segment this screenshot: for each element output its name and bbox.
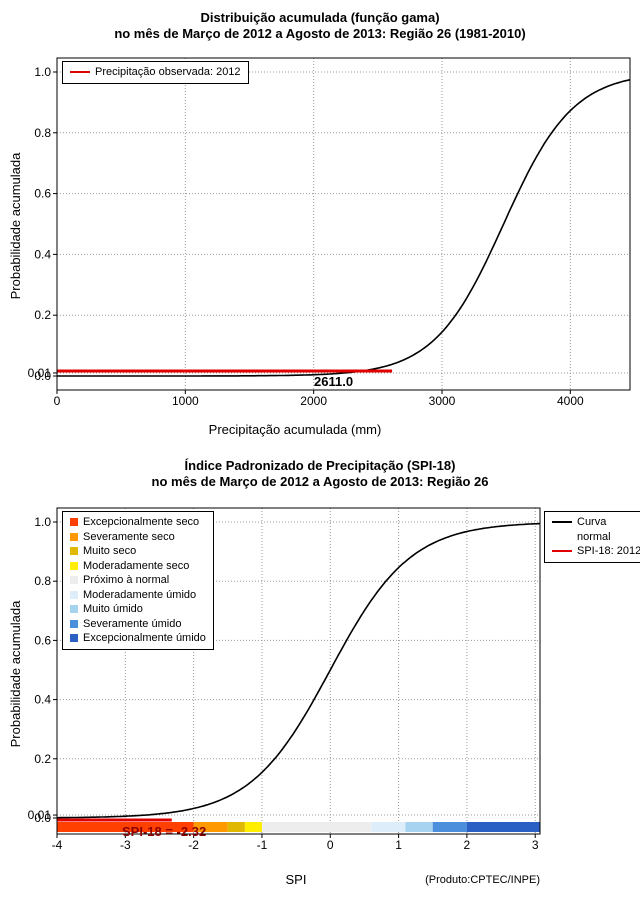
y-tick-label: 0.8 xyxy=(34,126,51,140)
x-tick-label: -1 xyxy=(257,838,268,852)
y-tick-label: 0.01 xyxy=(28,366,52,380)
category-swatch xyxy=(70,561,78,570)
category-label: Muito úmido xyxy=(83,603,143,615)
x-tick-label: 1000 xyxy=(172,394,199,408)
legend-item: Muito úmido xyxy=(70,602,206,617)
y-tick-label: 0.6 xyxy=(34,187,51,201)
category-swatch xyxy=(70,576,78,585)
chart2-subtitle: no mês de Março de 2012 a Agosto de 2013… xyxy=(151,474,489,489)
x-tick-label: 0 xyxy=(54,394,61,408)
curves-legend: Curva normal SPI-18: 2012 xyxy=(544,511,640,563)
category-swatch xyxy=(70,634,78,643)
category-label: Excepcionalmente seco xyxy=(83,516,200,528)
category-swatch xyxy=(70,619,78,628)
y-tick-label: 0.8 xyxy=(34,574,51,588)
spi-category-band xyxy=(227,822,245,832)
category-label: Próximo à normal xyxy=(83,574,170,586)
legend-label: Precipitação observada: 2012 xyxy=(95,66,241,78)
y-tick-label: 0.6 xyxy=(34,633,51,647)
category-label: Excepcionalmente úmido xyxy=(83,632,206,644)
legend-item: Próximo à normal xyxy=(70,573,206,588)
chart2-title: Índice Padronizado de Precipitação (SPI-… xyxy=(184,458,456,473)
observed-value-label: 2611.0 xyxy=(314,374,354,389)
spi-category-band xyxy=(193,822,228,832)
x-tick-label: 2000 xyxy=(300,394,327,408)
x-tick-label: 2 xyxy=(464,838,471,852)
legend-item: Moderadamente úmido xyxy=(70,588,206,603)
spi-category-band xyxy=(432,822,467,832)
legend-item: Curva xyxy=(552,515,640,530)
chart2-x-axis-label: SPI xyxy=(285,872,307,887)
chart1-legend: Precipitação observada: 2012 xyxy=(62,61,249,84)
x-tick-label: -4 xyxy=(52,838,63,852)
y-tick-label: 0.0 xyxy=(34,369,51,383)
spi-category-band xyxy=(57,822,194,832)
plot-border xyxy=(56,507,541,835)
legend-item: Muito seco xyxy=(70,544,206,559)
y-tick-label: 1.0 xyxy=(34,65,51,79)
x-tick-label: 1 xyxy=(395,838,402,852)
y-tick-label: 0.2 xyxy=(34,752,51,766)
category-swatch xyxy=(70,590,78,599)
legend-label: Curva xyxy=(577,516,607,528)
category-swatch xyxy=(70,605,78,614)
legend-item: Severamente seco xyxy=(70,530,206,545)
spi-category-band xyxy=(244,822,262,832)
legend-item: Precipitação observada: 2012 xyxy=(70,65,241,80)
x-tick-label: 0 xyxy=(327,838,334,852)
category-swatch xyxy=(70,518,78,527)
spi-category-band xyxy=(371,822,406,832)
category-label: Moderadamente úmido xyxy=(83,588,197,601)
y-tick-label: 0.2 xyxy=(34,308,51,322)
credit-label: (Produto:CPTEC/INPE) xyxy=(425,874,540,886)
x-tick-label: -2 xyxy=(188,838,199,852)
legend-item: Excepcionalmente úmido xyxy=(70,631,206,646)
x-tick-label: -3 xyxy=(120,838,131,852)
legend-label: normal xyxy=(577,530,611,543)
spi-category-band xyxy=(261,822,372,832)
cdf-curve xyxy=(57,522,541,819)
spi-annotation: SPI-18 = -2.32 xyxy=(122,824,207,839)
legend-line-symbol xyxy=(552,521,572,524)
legend-label: SPI-18: 2012 xyxy=(577,545,640,557)
legend-line-spacer xyxy=(552,536,572,538)
chart1-y-axis-label: Probabilidade acumulada xyxy=(8,152,23,300)
x-tick-label: 3 xyxy=(532,838,539,852)
y-tick-label: 0.0 xyxy=(34,811,51,825)
chart1-subtitle: no mês de Março de 2012 a Agosto de 2013… xyxy=(114,26,526,41)
category-label: Moderadamente seco xyxy=(83,559,190,572)
y-tick-label: 1.0 xyxy=(34,515,51,529)
spi-category-band xyxy=(405,822,433,832)
spi-category-legend: Excepcionalmente seco Severamente seco Mui… xyxy=(62,511,214,650)
legend-line-symbol xyxy=(552,550,572,553)
spi-category-band xyxy=(466,822,540,832)
y-tick-label: 0.4 xyxy=(34,247,51,261)
legend-item: SPI-18: 2012 xyxy=(552,544,640,559)
y-tick-label: 0.01 xyxy=(28,808,52,822)
category-label: Severamente seco xyxy=(83,530,175,543)
y-tick-label: 0.4 xyxy=(34,693,51,707)
category-swatch xyxy=(70,547,78,556)
chart1-title: Distribuição acumulada (função gama) xyxy=(200,10,440,25)
chart1-x-axis-label: Precipitação acumulada (mm) xyxy=(208,422,382,437)
observed-line-symbol xyxy=(70,71,90,74)
cdf-curve xyxy=(57,78,631,377)
legend-item: normal xyxy=(552,530,640,545)
plot-border xyxy=(56,57,631,391)
x-tick-label: 4000 xyxy=(557,394,584,408)
category-swatch xyxy=(70,532,78,541)
legend-item: Moderadamente seco xyxy=(70,559,206,574)
x-tick-label: 3000 xyxy=(429,394,456,408)
category-label: Muito seco xyxy=(83,545,137,557)
legend-item: Severamente úmido xyxy=(70,617,206,632)
category-label: Severamente úmido xyxy=(83,617,182,630)
chart2-y-axis-label: Probabilidade acumulada xyxy=(8,600,23,748)
legend-item: Excepcionalmente seco xyxy=(70,515,206,530)
